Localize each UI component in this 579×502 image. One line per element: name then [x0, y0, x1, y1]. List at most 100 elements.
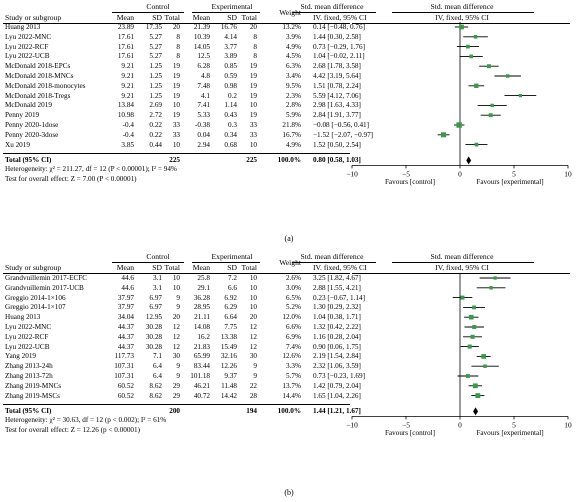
control-sd-header: SD [152, 263, 162, 272]
study-column-header: Study or subgroup [5, 13, 62, 22]
study-column-header: Study or subgroup [5, 263, 62, 272]
control-total-header: Total [164, 263, 181, 272]
experimental-mean-header: Mean [192, 13, 210, 22]
study-weight: 3.0% [286, 283, 301, 292]
study-weight: 5.9% [286, 111, 301, 120]
study-effect-ci: 0.73 [−0.23, 1.69] [313, 372, 365, 380]
experimental-sd: 3.77 [224, 42, 237, 51]
experimental-total-header: Total [241, 13, 258, 22]
method-text-header: IV. fixed, 95% CI [313, 13, 367, 22]
control-sd: 0.44 [149, 140, 162, 149]
effect-square [472, 325, 477, 329]
control-total: 19 [172, 91, 180, 100]
effect-square [489, 286, 493, 290]
study-marker [479, 276, 511, 280]
control-total: 20 [172, 313, 180, 322]
total-weight: 100.0% [277, 156, 301, 165]
experimental-sd: 12.26 [220, 362, 237, 371]
control-sd: 30.28 [145, 332, 162, 341]
study-name: Zhang 2019-MSCs [5, 391, 60, 400]
plot-header-rule [392, 12, 534, 13]
smd-column-header: Std. mean difference [300, 2, 364, 11]
control-sd: 12.95 [145, 313, 162, 322]
study-marker [465, 142, 488, 147]
plot-column-header-rule [352, 23, 570, 24]
effect-square [481, 354, 486, 359]
total-label: Total (95% CI) [5, 156, 52, 165]
control-sd: 17.35 [145, 23, 162, 31]
study-effect-ci: 1.32 [0.42, 2.22] [313, 323, 361, 331]
control-total: 10 [172, 101, 180, 110]
effect-square [466, 44, 470, 49]
plot-column-header-rule [352, 273, 570, 274]
experimental-mean: 0.04 [197, 130, 210, 139]
control-total: 12 [172, 342, 180, 351]
study-marker [476, 286, 506, 290]
study-weight: 2.8% [286, 101, 301, 110]
control-mean: 10.98 [117, 111, 134, 120]
column-header-rule [3, 23, 350, 24]
study-marker [504, 93, 537, 98]
study-marker [437, 132, 450, 138]
experimental-sd: 14.42 [220, 391, 237, 400]
experimental-mean: 101.18 [190, 372, 210, 380]
experimental-sd: 6.64 [224, 313, 237, 322]
experimental-sd: 0.34 [224, 130, 237, 139]
experimental-mean: 12.5 [197, 52, 210, 61]
experimental-mean: 7.41 [197, 101, 210, 110]
control-mean: 44.37 [117, 332, 134, 341]
experimental-mean: 7.48 [197, 81, 210, 90]
study-effect-ci: 0.90 [0.06, 1.75] [313, 342, 361, 351]
effect-square [472, 383, 478, 389]
study-marker [453, 122, 465, 128]
x-tick-label: 5 [512, 420, 516, 429]
study-effect-ci: 1.52 [0.50, 2.54] [313, 140, 361, 149]
favours-control-label: Favours [control] [384, 178, 436, 187]
experimental-total: 10 [249, 101, 257, 110]
control-sd: 1.25 [149, 62, 162, 71]
experimental-mean: 46.21 [193, 381, 210, 390]
control-total: 8 [176, 32, 180, 41]
study-name: Zhang 2013-72h [5, 372, 53, 380]
control-total: 29 [172, 391, 180, 400]
experimental-sd: 32.16 [220, 352, 237, 361]
experimental-total-sum: 225 [246, 156, 257, 165]
experimental-sd: 0.85 [224, 62, 237, 71]
experimental-mean: 36.28 [193, 293, 210, 302]
control-mean: 107.31 [114, 362, 134, 371]
x-tick-label: −5 [402, 169, 410, 178]
experimental-total: 28 [249, 391, 257, 400]
experimental-total: 10 [249, 303, 257, 312]
experimental-sd: 13.38 [220, 332, 237, 341]
x-tick-label: 10 [564, 420, 572, 429]
study-name: Penny 2019 [5, 111, 40, 120]
experimental-total: 33 [249, 121, 257, 129]
experimental-sd: 11.48 [221, 381, 237, 390]
total-effect-ci: 0.80 [0.58, 1.03] [313, 156, 361, 165]
experimental-sd: 0.98 [224, 81, 237, 90]
study-effect-ci: 1.16 [0.28, 2.04] [313, 332, 361, 341]
experimental-sd: 7.2 [228, 274, 237, 282]
favours-experimental-label: Favours [experimental] [476, 429, 544, 438]
experimental-sd: 1.14 [224, 101, 237, 110]
total-effect-ci: 1.44 [1.21, 1.67] [313, 407, 361, 416]
study-weight: 3.3% [286, 362, 301, 371]
control-total: 8 [176, 52, 180, 61]
effect-square [456, 122, 462, 128]
control-total: 8 [176, 42, 180, 51]
control-mean: -0.4 [122, 121, 134, 129]
control-mean: 3.85 [121, 140, 134, 149]
control-sd: 0.22 [149, 130, 162, 139]
study-name: Lyu 2022-UCB [5, 342, 50, 351]
experimental-header-rule [192, 12, 260, 13]
effect-square [475, 393, 481, 399]
study-weight: 14.4% [282, 391, 301, 400]
study-name: Grandvuillemin 2017-UCB [5, 283, 84, 292]
experimental-mean: 5.33 [197, 111, 210, 120]
control-sd: 5.27 [149, 52, 162, 61]
experimental-total: 10 [249, 274, 257, 282]
study-marker [459, 54, 483, 59]
experimental-mean: 21.11 [194, 313, 210, 322]
experimental-sd-header: SD [227, 13, 237, 22]
study-effect-ci: 1.51 [0.78, 2.24] [313, 81, 361, 90]
